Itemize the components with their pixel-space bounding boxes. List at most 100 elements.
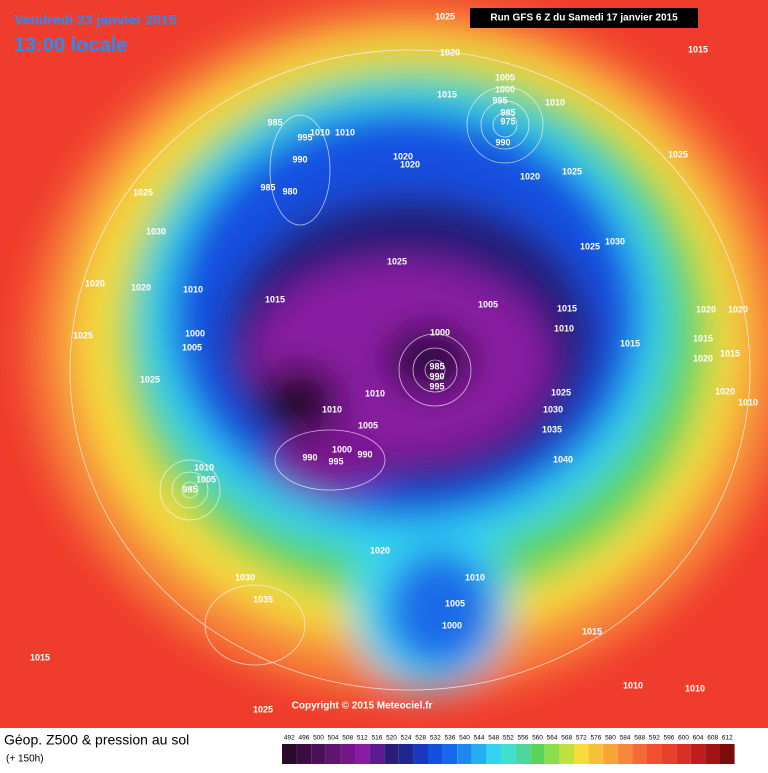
legend-label: 540 (459, 735, 470, 742)
isobar-label: 1010 (322, 404, 342, 414)
isobar-label: 1020 (696, 304, 716, 314)
isobar-label: 1020 (393, 151, 413, 161)
legend-label: 512 (357, 735, 368, 742)
legend-label: 524 (401, 735, 412, 742)
legend-label: 552 (503, 735, 514, 742)
legend-label: 568 (561, 735, 572, 742)
isobar-label: 1025 (562, 166, 582, 176)
isobar-label: 1015 (557, 303, 577, 313)
isobar-label: 1020 (440, 47, 460, 57)
isobar-label: 1005 (358, 420, 378, 430)
run-label: Run GFS 6 Z du Samedi 17 janvier 2015 (490, 13, 678, 24)
isobar-label: 1010 (183, 284, 203, 294)
isobar-label: 1005 (445, 598, 465, 608)
isobar-label: 990 (357, 449, 372, 459)
isobar-label: 1015 (693, 333, 713, 343)
isobar-label: 995 (429, 381, 444, 391)
isobar-label: 1020 (520, 171, 540, 181)
isobar-label: 1025 (551, 387, 571, 397)
isobar-label: 1020 (131, 282, 151, 292)
isobar-label: 1025 (140, 374, 160, 384)
time-label: 13:00 locale (14, 34, 127, 56)
isobar-label: 990 (429, 371, 444, 381)
legend-label: 532 (430, 735, 441, 742)
legend-label: 492 (284, 735, 295, 742)
legend-label: 516 (371, 735, 382, 742)
isobar-label: 1010 (685, 683, 705, 693)
legend-label: 580 (605, 735, 616, 742)
isobar-label: 1005 (495, 72, 515, 82)
isobar-label: 1025 (580, 241, 600, 251)
legend-swatch (544, 744, 560, 764)
isobar-label: 1010 (623, 680, 643, 690)
legend-swatch (311, 744, 326, 764)
run-box (470, 8, 698, 28)
legend-swatch (355, 744, 370, 764)
legend-label: 556 (517, 735, 528, 742)
isobar-label: 1010 (310, 127, 330, 137)
isobar-label: 995 (328, 456, 343, 466)
isobar-label: 990 (302, 452, 317, 462)
isobar-label: 1005 (196, 474, 216, 484)
legend-swatch (617, 744, 633, 764)
isobar-label: 1010 (194, 462, 214, 472)
isobar-label: 1015 (620, 338, 640, 348)
date-label: Vendredi 23 janvier 2015 (14, 12, 177, 28)
footer-lead: (+ 150h) (6, 754, 44, 765)
isobar-label: 1005 (478, 299, 498, 309)
legend-label: 584 (620, 735, 631, 742)
legend-label: 564 (547, 735, 558, 742)
legend-swatch (720, 744, 735, 764)
legend-swatch (282, 744, 297, 764)
legend-label: 548 (488, 735, 499, 742)
legend-label: 496 (298, 735, 309, 742)
isobar-label: 975 (500, 116, 515, 126)
isobar-label: 1015 (582, 626, 602, 636)
legend-swatch (428, 744, 443, 764)
isobar-label: 985 (260, 182, 275, 192)
legend-swatch (442, 744, 458, 764)
isobar-label: 1015 (30, 652, 50, 662)
isobar-label: 1025 (435, 11, 455, 21)
legend-label: 596 (663, 735, 674, 742)
isobar-label: 990 (495, 137, 510, 147)
isobar-label: 995 (297, 132, 312, 142)
legend-swatch (574, 744, 589, 764)
isobar-label: 1035 (542, 424, 562, 434)
isobar-label: 1015 (265, 294, 285, 304)
isobar-label: 980 (282, 186, 297, 196)
legend-label: 560 (532, 735, 543, 742)
legend-swatch (384, 744, 399, 764)
legend-label: 520 (386, 735, 397, 742)
legend-label: 612 (722, 735, 733, 742)
legend-label: 500 (313, 735, 324, 742)
isobars (69, 49, 751, 691)
isobar-label: 1025 (387, 256, 407, 266)
isobar-label: 1015 (437, 89, 457, 99)
legend-swatch (413, 744, 428, 764)
isobar-label: 1030 (146, 226, 166, 236)
legend-swatch (296, 744, 312, 764)
legend-swatch (530, 744, 545, 764)
legend-swatch (340, 744, 355, 764)
legend-swatch (471, 744, 487, 764)
isobar-label: 1005 (182, 342, 202, 352)
isobar-label: 1020 (400, 159, 420, 169)
isobar-label: 1020 (370, 545, 390, 555)
isobar-label: 1010 (365, 388, 385, 398)
isobar-label: 1025 (133, 187, 153, 197)
legend-label: 608 (707, 735, 718, 742)
isobar-label: 995 (492, 95, 507, 105)
isobar-label: 1025 (253, 704, 273, 714)
isobar-label: 990 (292, 154, 307, 164)
legend-label: 508 (342, 735, 353, 742)
legend-label: 576 (590, 735, 601, 742)
isobar-label: 985 (267, 117, 282, 127)
isobar-label: 1000 (332, 444, 352, 454)
isobar-label: 1015 (688, 44, 708, 54)
legend-label: 504 (328, 735, 339, 742)
isobar-label: 1030 (235, 572, 255, 582)
legend-label: 544 (474, 735, 485, 742)
